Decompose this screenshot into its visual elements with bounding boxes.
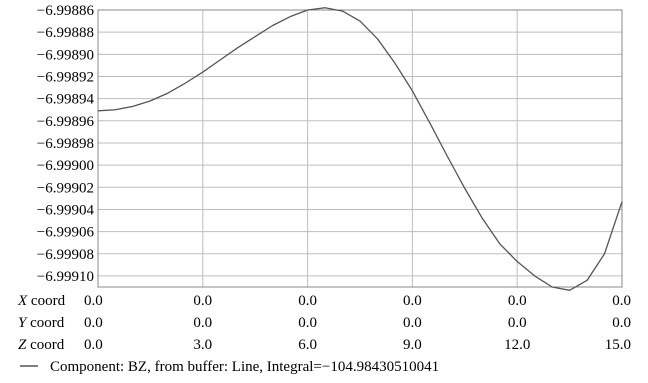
coord-value: 0.0 [193,315,212,331]
y-tick-label: −6.99894 [37,92,95,108]
y-tick-label: −6.99886 [37,3,95,19]
coord-value: 0.0 [84,315,103,331]
y-tick-label: −6.99890 [37,47,94,63]
y-tick-label: −6.99892 [37,69,94,85]
legend-label: Component: BZ, from buffer: Line, Integr… [50,359,439,375]
coord-axis-letter: Y [18,315,28,331]
y-tick-label: −6.99908 [37,247,94,263]
coord-axis-letter: X [17,293,28,309]
coord-value: 12.0 [504,337,530,353]
plot-frame [97,9,623,288]
coord-value: 6.0 [298,337,317,353]
grid-lines [97,9,623,287]
coord-value: 0.0 [403,315,422,331]
coord-value: 0.0 [612,315,631,331]
coord-value: 15.0 [605,337,631,353]
series-line [97,7,623,291]
y-tick-label: −6.99906 [37,225,95,241]
coord-value: 0.0 [298,315,317,331]
coord-label-suffix: coord [26,315,64,331]
y-tick-label: −6.99900 [37,158,94,174]
coord-value: 0.0 [84,337,103,353]
coord-axis-letter: Z [18,337,27,353]
coord-row-label: Y coord [18,315,65,331]
coord-row-label: X coord [17,293,66,309]
y-tick-label: −6.99904 [37,202,95,218]
coord-value: 0.0 [508,315,527,331]
series-layer [97,7,623,291]
coord-row-label: Z coord [18,337,65,353]
y-tick-label: −6.99898 [37,136,94,152]
y-tick-label: −6.99896 [37,114,95,130]
coord-value: 0.0 [403,293,422,309]
y-tick-label: −6.99910 [37,269,94,285]
coord-value: 0.0 [612,293,631,309]
y-tick-label: −6.99902 [37,180,94,196]
y-tick-label: −6.99888 [37,25,94,41]
legend: Component: BZ, from buffer: Line, Integr… [20,359,439,375]
coord-value: 0.0 [84,293,103,309]
y-tick-labels: −6.99886 −6.99888 −6.99890 −6.99892 −6.99894… [37,3,95,285]
coord-value: 0.0 [298,293,317,309]
coord-value: 0.0 [193,293,212,309]
coord-label-suffix: coord [26,337,64,353]
coord-value: 9.0 [403,337,422,353]
coordinate-rows: X coord 0.0 0.0 0.0 0.0 0.0 0.0 Y coord 0.0 0.0 0.… [17,293,631,353]
coord-label-suffix: coord [27,293,65,309]
coord-value: 0.0 [508,293,527,309]
coord-value: 3.0 [193,337,212,353]
